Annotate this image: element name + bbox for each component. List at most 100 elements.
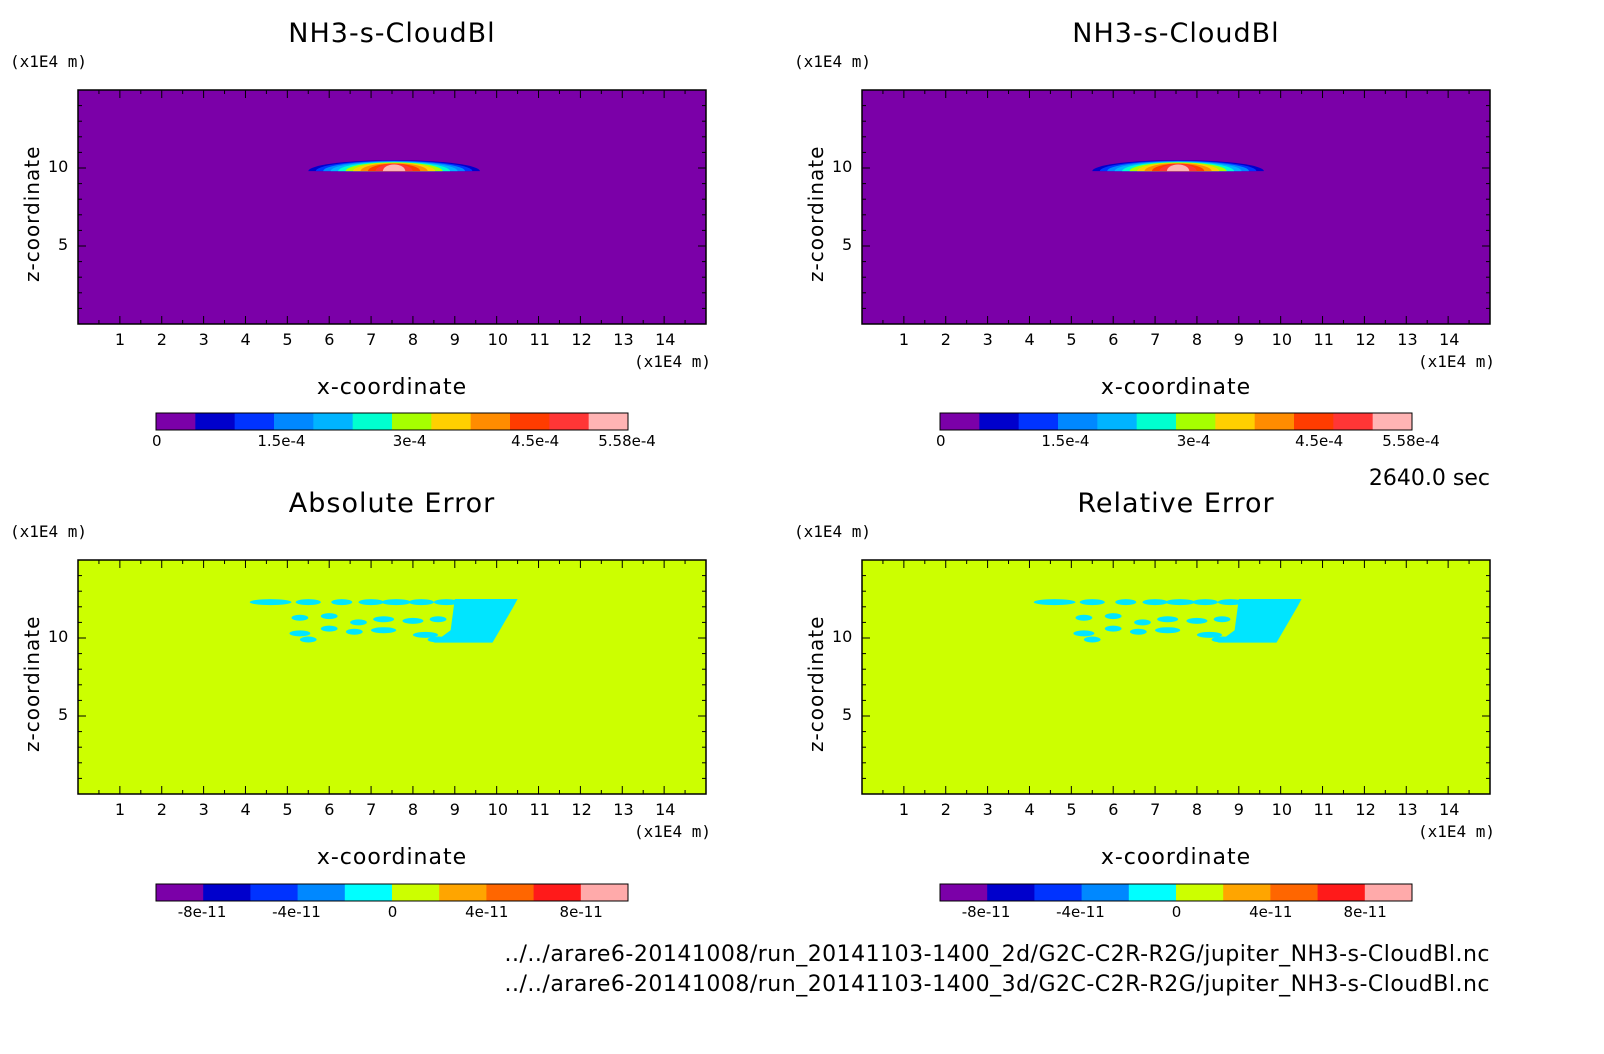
- z-tick-label: 10: [832, 157, 853, 176]
- x-tick-label: 8: [407, 800, 419, 819]
- colorbar-swatch: [1058, 413, 1098, 430]
- error-blob: [295, 599, 321, 606]
- colorbar-label: 4e-11: [465, 903, 509, 921]
- x-tick-label: 4: [1024, 330, 1035, 349]
- error-blob: [299, 636, 317, 643]
- colorbar-swatch: [439, 884, 487, 901]
- x-tick-label: 11: [529, 330, 550, 349]
- error-blob: [291, 614, 309, 621]
- cloud-contour-5: [338, 161, 451, 172]
- error-blob: [402, 617, 424, 624]
- field-background: [78, 560, 706, 794]
- x-tick-label: 7: [1150, 330, 1161, 349]
- x-tick-label: 12: [1355, 800, 1376, 819]
- cloud-contour-11: [382, 164, 406, 172]
- x-tick-label: 4: [240, 330, 251, 349]
- x-tick-label: 5: [1066, 330, 1077, 349]
- error-blob: [350, 619, 367, 626]
- x-unit-label: (x1E4 m): [634, 352, 712, 371]
- x-tick-label: 3: [198, 330, 209, 349]
- colorbar-frame: [939, 883, 1413, 902]
- cloud-contour-2: [1099, 160, 1257, 172]
- cloud-contour-7: [353, 162, 436, 172]
- error-blob: [412, 631, 439, 638]
- colorbar-swatch: [580, 884, 629, 901]
- x-tick-label: 9: [449, 800, 460, 819]
- colorbar-swatch: [1254, 413, 1295, 430]
- error-blob: [1033, 599, 1076, 606]
- colorbar-label: 1.5e-4: [257, 432, 306, 450]
- colorbar-swatch: [156, 413, 196, 430]
- z-axis-label: z-coordinate: [804, 615, 828, 752]
- cloud-contour-1: [1092, 160, 1264, 172]
- z-axis-label: z-coordinate: [804, 145, 828, 282]
- colorbar-swatch: [1364, 884, 1413, 901]
- z-tick-label: 5: [842, 705, 853, 724]
- cloud-contour-10: [1159, 164, 1197, 172]
- x-tick-label: 4: [1024, 800, 1035, 819]
- error-blob: [320, 613, 338, 620]
- colorbar-swatch: [533, 884, 582, 901]
- error-blob: [381, 599, 411, 606]
- colorbar-label: 4.5e-4: [1295, 432, 1344, 450]
- cloud-contour-3: [323, 161, 465, 172]
- error-blob: [1186, 617, 1208, 624]
- plot-frame: [861, 559, 1491, 795]
- colorbar-swatch: [1372, 413, 1413, 430]
- cloud-contour-1: [308, 160, 480, 172]
- x-tick-label: 6: [1108, 330, 1119, 349]
- error-blob: [373, 616, 395, 623]
- x-tick-label: 11: [529, 800, 550, 819]
- x-tick-label: 11: [1313, 330, 1334, 349]
- chart-title: NH3-s-CloudBl: [1072, 18, 1280, 49]
- error-blob: [1213, 616, 1231, 623]
- x-tick-label: 14: [1439, 800, 1460, 819]
- error-blob: [1142, 599, 1168, 606]
- x-tick-label: 8: [407, 330, 419, 349]
- z-tick-label: 5: [842, 235, 853, 254]
- colorbar-swatch: [1128, 884, 1177, 901]
- colorbar-swatch: [234, 413, 275, 430]
- colorbar-swatch: [1176, 413, 1216, 430]
- z-tick-label: 10: [832, 627, 853, 646]
- colorbar-label: 1.5e-4: [1041, 432, 1090, 450]
- cloud-contour-4: [1114, 161, 1242, 172]
- error-blob: [1079, 599, 1105, 606]
- colorbar-frame: [155, 883, 629, 902]
- colorbar-swatch: [979, 413, 1020, 430]
- colorbar-swatch: [940, 413, 980, 430]
- x-unit-label: (x1E4 m): [1418, 822, 1496, 841]
- error-blob: [1155, 627, 1181, 634]
- x-tick-label: 12: [571, 800, 592, 819]
- error-blob: [1211, 636, 1233, 643]
- x-tick-label: 13: [1397, 800, 1418, 819]
- error-blob: [429, 616, 447, 623]
- x-tick-label: 12: [571, 330, 592, 349]
- x-tick-label: 7: [366, 330, 377, 349]
- x-tick-label: 5: [282, 800, 293, 819]
- colorbar-label: 3e-4: [1176, 432, 1211, 450]
- colorbar-swatch: [1018, 413, 1059, 430]
- error-blob: [1157, 616, 1179, 623]
- colorbar-frame: [939, 412, 1413, 431]
- colorbar-swatch: [1097, 413, 1138, 430]
- x-tick-label: 5: [282, 330, 293, 349]
- error-blob: [1073, 630, 1095, 637]
- x-tick-label: 13: [613, 330, 634, 349]
- x-tick-label: 1: [898, 330, 910, 349]
- error-blob: [427, 636, 449, 643]
- z-unit-label: (x1E4 m): [794, 52, 872, 71]
- x-tick-label: 6: [1108, 800, 1119, 819]
- plot-frame: [77, 559, 707, 795]
- colorbar-label: 8e-11: [1343, 903, 1387, 921]
- chart-title: NH3-s-CloudBl: [288, 18, 496, 49]
- colorbar-swatch: [313, 413, 354, 430]
- colorbar-label: 0: [152, 432, 162, 450]
- plot-frame: [77, 89, 707, 325]
- x-tick-label: 6: [324, 330, 335, 349]
- cloud-contour-7: [1137, 162, 1220, 172]
- error-blob: [408, 599, 434, 606]
- x-tick-label: 14: [1439, 330, 1460, 349]
- colorbar-swatch: [987, 884, 1035, 901]
- x-axis-label: x-coordinate: [1100, 845, 1252, 870]
